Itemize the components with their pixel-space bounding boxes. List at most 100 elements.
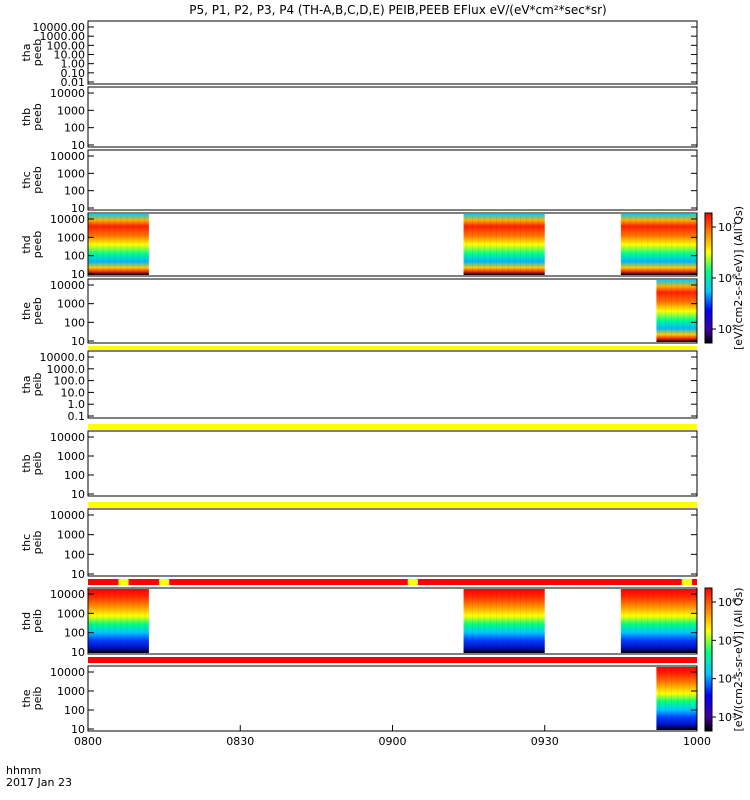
y-tick-label: 10.00 [54,49,86,62]
y-label-probe: the [20,689,33,707]
colorbar-tick-label: 10⁶ [718,272,737,285]
panel-frame [87,350,698,419]
y-tick-label: 10000 [50,87,85,100]
status-bar-flag [118,579,129,585]
spectrogram-block [463,214,545,275]
y-tick-label: 100 [64,316,85,329]
y-label-product: peeb [31,231,44,259]
status-bar [88,424,697,430]
y-tick-label: 10000 [50,150,85,163]
chart-title: P5, P1, P2, P3, P4 (TH-A,B,C,D,E) PEIB,P… [189,3,606,17]
y-tick-label: 100 [64,250,85,263]
status-bar [88,502,697,508]
y-label-probe: tha [20,43,33,61]
y-tick-label: 1000 [57,607,85,620]
x-tick-label: 1000 [683,735,711,748]
y-tick-label: 10000 [50,431,85,444]
spectrogram-block [88,589,149,653]
y-tick-label: 1.0 [68,398,86,411]
panel-frame [87,587,698,655]
panel-frame [87,508,698,577]
y-tick-label: 1.00 [61,58,86,71]
y-label-product: peeb [31,297,44,325]
y-label-probe: the [20,302,33,320]
y-label-probe: tha [20,375,33,393]
y-label-probe: thd [20,235,33,253]
y-label-probe: thd [20,612,33,630]
panel-frame [87,430,698,497]
y-tick-label: 0.10 [61,67,86,80]
y-tick-label: 10000 [50,588,85,601]
status-bar-flag [159,579,170,585]
colorbar-tick-label: 10³ [718,711,736,724]
panel-background [88,279,697,343]
spectrogram-block [88,214,149,275]
y-tick-label: 10.0 [61,386,86,399]
y-tick-label: 0.01 [61,76,86,89]
panel-background [88,87,697,147]
y-label-product: peib [31,687,44,711]
colorbar-gradient [704,212,713,344]
colorbar-tick-label: 10⁷ [718,221,736,234]
y-tick-label: 10 [71,268,85,281]
colorbar-gradient [704,587,713,732]
spectrogram-block [463,589,545,653]
x-tick-label: 0800 [74,735,102,748]
y-label-probe: thb [20,108,33,126]
y-tick-label: 10 [71,139,85,152]
panel-background [88,666,697,731]
x-tick-label: 0930 [531,735,559,748]
panel-background [88,351,697,418]
y-tick-label: 10000 [50,509,85,522]
x-axis-label-date: 2017 Jan 23 [6,776,72,789]
y-label-product: peeb [31,103,44,131]
panel-frame [87,149,698,211]
panel-background [88,588,697,654]
y-tick-label: 100 [64,548,85,561]
y-tick-label: 10 [71,202,85,215]
y-tick-label: 10 [71,723,85,736]
colorbar-label: [eV/(cm2-s-sr-eV)] (All Qs) [732,587,745,731]
y-tick-label: 1000 [57,450,85,463]
spectrogram-block [620,589,697,653]
panel-frame [87,20,698,85]
colorbar-tick-label: 10⁵ [718,323,736,336]
y-tick-label: 100.00 [47,39,86,52]
y-label-probe: thc [20,534,33,551]
y-tick-label: 100 [64,627,85,640]
colorbar-tick-label: 10⁴ [718,673,737,686]
x-tick-label: 0830 [226,735,254,748]
y-tick-label: 1000 [57,231,85,244]
panel-frame [87,278,698,344]
y-tick-label: 1000 [57,529,85,542]
panel-background [88,213,697,276]
y-label-product: peib [31,373,44,397]
y-tick-label: 10000 [50,213,85,226]
panel-background [88,509,697,576]
y-tick-label: 100 [64,469,85,482]
panel-background [88,21,697,84]
panel-frame [87,86,698,148]
colorbar: 10⁷ 10⁶ 10⁵[eV/(cm2-s-sr-eV)] (All Qs) [704,206,745,350]
y-tick-label: 1000 [57,685,85,698]
status-bar [88,346,697,350]
status-bar [88,657,697,663]
spectrogram-block [620,214,697,275]
y-tick-label: 1000 [57,167,85,180]
status-bar-flag [681,579,692,585]
panel-background [88,431,697,496]
x-tick-label: 0900 [379,735,407,748]
spectrogram-block [656,280,697,342]
y-tick-label: 10000.00 [33,21,86,34]
y-tick-label: 1000.0 [47,363,86,376]
status-bar-flag [407,579,418,585]
